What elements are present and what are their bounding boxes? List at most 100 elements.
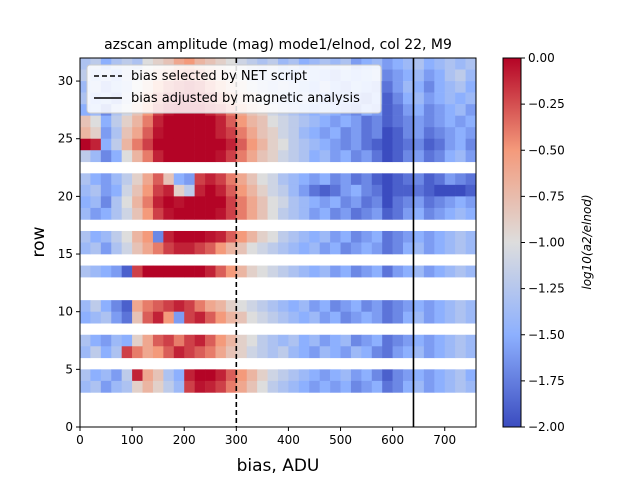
heatmap-cell: [330, 173, 341, 186]
heatmap-cell: [267, 184, 279, 197]
heatmap-cell: [100, 380, 112, 393]
heatmap-cell: [267, 265, 279, 278]
heatmap-cell: [444, 334, 456, 347]
heatmap-cell: [100, 242, 112, 255]
heatmap-cell: [413, 92, 425, 105]
heatmap-cell: [163, 346, 175, 359]
heatmap-cell: [246, 334, 258, 347]
heatmap-cell: [465, 81, 477, 93]
heatmap-cell: [330, 242, 341, 255]
heatmap-cell: [184, 138, 195, 151]
chart-title: azscan amplitude (mag) mode1/elnod, col …: [104, 37, 452, 53]
heatmap-cell: [142, 265, 154, 278]
heatmap-cell: [340, 127, 352, 140]
heatmap-cell: [392, 346, 404, 359]
heatmap-cell: [350, 242, 362, 255]
heatmap-cell: [298, 334, 310, 347]
heatmap-cell: [350, 369, 362, 382]
plot-frame: [79, 57, 477, 428]
heatmap-cell: [173, 242, 185, 255]
heatmap-cell: [371, 184, 383, 197]
heatmap-cell: [288, 138, 300, 151]
heatmap-cell: [309, 138, 320, 151]
heatmap-cell: [246, 150, 258, 163]
heatmap-cell: [444, 380, 456, 393]
heatmap-cell: [152, 138, 164, 151]
heatmap-cell: [163, 173, 175, 186]
heatmap-cell: [319, 138, 331, 151]
heatmap-cell: [423, 184, 435, 197]
heatmap-cell: [80, 369, 91, 382]
heatmap-cell: [246, 242, 258, 255]
heatmap-cell: [184, 380, 195, 393]
heatmap-cell: [382, 265, 393, 278]
y-tick-label: 5: [65, 362, 73, 376]
heatmap-cell: [382, 380, 393, 393]
heatmap-cell: [423, 92, 435, 105]
heatmap-cell: [465, 207, 477, 220]
heatmap-cell: [309, 127, 320, 140]
heatmap-cell: [184, 346, 195, 359]
heatmap-cell: [392, 196, 404, 209]
heatmap-cell: [246, 346, 258, 359]
heatmap-cell: [152, 346, 164, 359]
heatmap-cell: [215, 58, 227, 70]
heatmap-cell: [434, 69, 446, 82]
heatmap-cell: [90, 58, 102, 70]
heatmap-cell: [288, 173, 300, 186]
heatmap-cell: [465, 369, 477, 382]
heatmap-cell: [121, 311, 133, 324]
heatmap-cell: [225, 380, 237, 393]
heatmap-cell: [278, 380, 289, 393]
heatmap-cell: [309, 196, 320, 209]
heatmap-cell: [184, 58, 195, 70]
heatmap-cell: [205, 127, 216, 140]
heatmap-cell: [80, 230, 91, 243]
heatmap-cell: [100, 207, 112, 220]
heatmap-cell: [371, 58, 383, 70]
heatmap-cell: [361, 242, 373, 255]
heatmap-cell: [121, 207, 133, 220]
heatmap-cell: [434, 184, 446, 197]
heatmap-cell: [194, 207, 206, 220]
heatmap-cell: [361, 58, 373, 70]
heatmap-cell: [225, 300, 237, 312]
heatmap-cell: [80, 127, 91, 140]
heatmap-cell: [152, 150, 164, 163]
heatmap-cell: [403, 138, 414, 151]
heatmap-cell: [215, 369, 227, 382]
heatmap-cell: [392, 69, 404, 82]
heatmap-cell: [184, 173, 195, 186]
heatmap-cell: [298, 138, 310, 151]
heatmap-cell: [100, 173, 112, 186]
heatmap-cell: [444, 150, 456, 163]
y-tick-label: 30: [58, 74, 73, 88]
x-tick-label: 300: [225, 433, 248, 447]
heatmap-cell: [111, 380, 122, 393]
heatmap-cell: [173, 369, 185, 382]
heatmap-cell: [225, 265, 237, 278]
heatmap-cell: [100, 150, 112, 163]
heatmap-cell: [298, 150, 310, 163]
heatmap-cell: [205, 207, 216, 220]
heatmap-cell: [121, 58, 133, 70]
heatmap-cell: [278, 127, 289, 140]
heatmap-cell: [444, 138, 456, 151]
heatmap-cell: [319, 173, 331, 186]
heatmap-cell: [225, 346, 237, 359]
heatmap-cell: [413, 58, 425, 70]
heatmap-cell: [455, 380, 466, 393]
heatmap-cell: [100, 230, 112, 243]
heatmap-cell: [257, 184, 268, 197]
heatmap-cell: [142, 369, 154, 382]
heatmap-cell: [434, 173, 446, 186]
heatmap-cell: [330, 230, 341, 243]
heatmap-cell: [350, 184, 362, 197]
heatmap-cell: [309, 369, 320, 382]
heatmap-cell: [142, 150, 154, 163]
heatmap-cell: [403, 369, 414, 382]
heatmap-cell: [215, 127, 227, 140]
heatmap-cell: [309, 346, 320, 359]
heatmap-cell: [382, 81, 393, 93]
heatmap-cell: [152, 184, 164, 197]
